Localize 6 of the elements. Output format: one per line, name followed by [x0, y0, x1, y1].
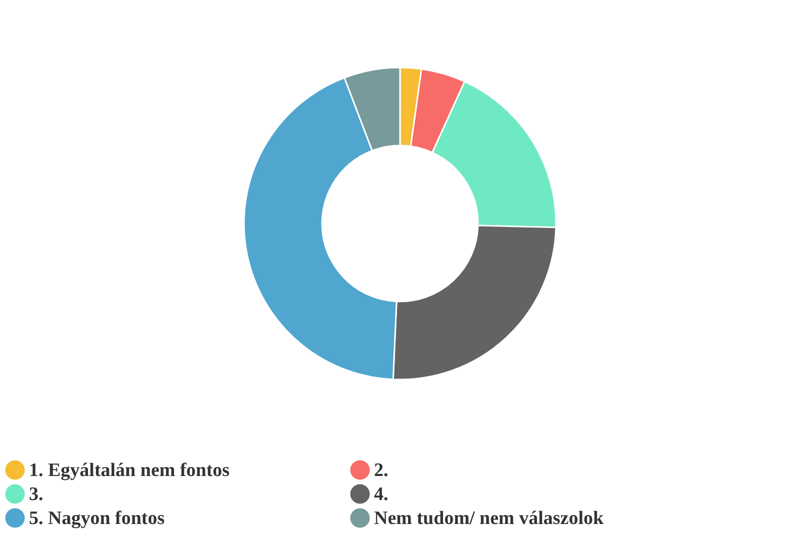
legend-label: Nem tudom/ nem válaszolok — [374, 508, 604, 529]
legend-label: 5. Nagyon fontos — [29, 508, 165, 529]
legend-label: 3. — [29, 484, 44, 505]
legend-label: 1. Egyáltalán nem fontos — [29, 460, 230, 481]
legend-label: 2. — [374, 460, 388, 481]
legend-label: 4. — [374, 484, 388, 505]
